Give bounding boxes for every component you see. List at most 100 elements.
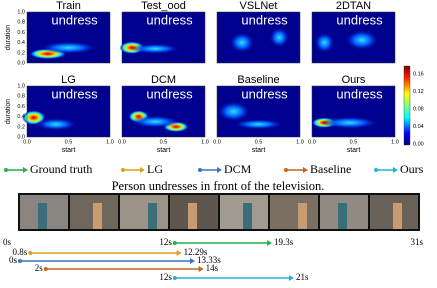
panel-title: VSLNet xyxy=(240,0,278,12)
segment-start-label: 2s xyxy=(35,263,44,273)
x-tick-label: 0.5 xyxy=(65,139,73,145)
y-tick-label: 1.0 xyxy=(17,83,25,89)
segment-start xyxy=(28,251,33,255)
overlay-label: undress xyxy=(51,86,98,101)
x-tick-label: 0.5 xyxy=(350,139,358,145)
overlay-label: undress xyxy=(146,12,193,27)
legend-label: Ground truth xyxy=(30,162,92,176)
segment-end-label: 12.29s xyxy=(184,247,208,257)
colorbar-tick-label: 0.12 xyxy=(413,89,424,95)
legend-label: Ours xyxy=(400,162,424,176)
panel-title: 2DTAN xyxy=(336,0,371,12)
legend-arrow xyxy=(393,167,398,173)
legend-arrow xyxy=(23,167,28,173)
heat-blob xyxy=(345,29,379,51)
x-axis-label: start xyxy=(157,147,171,154)
heatmap-frame xyxy=(26,85,111,138)
x-tick-label: 0.0 xyxy=(308,139,316,145)
heatmap-frame xyxy=(26,11,111,64)
y-axis-label: duration xyxy=(5,99,12,124)
legend-arrow xyxy=(140,167,145,173)
heatmap-frame xyxy=(121,11,206,64)
segment-start-label: 12s xyxy=(159,272,172,282)
panel-title: DCM xyxy=(151,74,176,86)
x-tick-label: 1.0 xyxy=(106,139,114,145)
segment-end-label: 19.3s xyxy=(274,237,294,247)
segment-end-label: 14s xyxy=(206,263,219,273)
y-tick-label: 0.2 xyxy=(17,124,25,130)
panel-title: Baseline xyxy=(237,74,279,86)
frame-figure xyxy=(393,203,402,229)
legend-label: LG xyxy=(147,162,163,176)
timeline-start: 0s xyxy=(3,237,12,247)
panel-title: LG xyxy=(61,74,76,86)
heat-blob xyxy=(314,32,335,53)
video-frame xyxy=(120,195,168,229)
segment-arrow xyxy=(190,258,195,264)
heatmap-frame xyxy=(311,11,396,64)
y-tick-label: 0.0 xyxy=(17,134,25,140)
x-tick-label: 1.0 xyxy=(201,139,209,145)
legend-arrow xyxy=(217,167,222,173)
frame-figure xyxy=(188,203,197,229)
overlay-label: undress xyxy=(241,86,288,101)
segment-arrow xyxy=(176,250,182,256)
overlay-label: undress xyxy=(241,12,288,27)
colorbar xyxy=(403,65,411,146)
y-tick-label: 0.6 xyxy=(17,30,25,36)
segment-end-label: 21s xyxy=(296,272,309,282)
heat-blob xyxy=(130,43,181,54)
heat-blob xyxy=(229,32,255,53)
frame-figure xyxy=(148,203,157,229)
x-tick-label: 0.5 xyxy=(160,139,168,145)
timeline-end: 31s xyxy=(410,237,423,247)
frame-figure xyxy=(93,203,102,229)
y-tick-label: 0.4 xyxy=(17,40,25,46)
x-axis-label: start xyxy=(347,147,361,154)
y-tick-label: 0.0 xyxy=(17,60,25,66)
panel-title: Train xyxy=(56,0,81,12)
panel-title: Test_ood xyxy=(141,0,186,12)
heatmap-frame xyxy=(216,11,301,64)
frame-figure xyxy=(338,203,347,229)
x-tick-label: 1.0 xyxy=(391,139,399,145)
heat-blob xyxy=(39,41,98,54)
frame-figure xyxy=(38,203,47,229)
heat-blob xyxy=(217,101,251,122)
heatmap xyxy=(122,12,205,63)
y-axis-label: duration xyxy=(5,25,12,50)
panel-title: Ours xyxy=(342,74,366,86)
x-tick-label: 0.0 xyxy=(118,139,126,145)
segment-end-label: 13.33s xyxy=(197,255,221,265)
segment-start-label: 0.8s xyxy=(13,247,28,257)
segment-arrow xyxy=(267,240,273,246)
heatmap-frame xyxy=(216,85,301,138)
overlay-label: undress xyxy=(146,86,193,101)
heat-blob xyxy=(269,27,290,48)
colorbar-tick-label: 0.04 xyxy=(413,124,424,130)
segment-start-label: 0s xyxy=(9,255,18,265)
y-tick-label: 0.8 xyxy=(17,20,25,26)
segment-arrow xyxy=(198,266,204,272)
segment-arrow xyxy=(288,275,294,281)
y-tick-label: 0.4 xyxy=(17,114,25,120)
heat-blob xyxy=(35,118,77,131)
overlay-label: undress xyxy=(336,12,383,27)
heat-blob xyxy=(233,119,284,130)
x-tick-label: 0.5 xyxy=(255,139,263,145)
colorbar-tick-label: 0.00 xyxy=(413,141,424,147)
overlay-label: undress xyxy=(51,12,98,27)
frame-figure xyxy=(298,203,307,229)
y-tick-label: 1.0 xyxy=(17,9,25,15)
heatmap-frame xyxy=(311,85,396,138)
colorbar-tick-label: 0.08 xyxy=(413,106,424,112)
video-frame xyxy=(270,195,318,229)
x-axis-label: start xyxy=(62,147,76,154)
colorbar-tick-label: 0.16 xyxy=(413,71,424,77)
heat-blob xyxy=(130,115,181,128)
y-tick-label: 0.2 xyxy=(17,50,25,56)
x-tick-label: 0.0 xyxy=(213,139,221,145)
heatmap-frame xyxy=(121,85,206,138)
legend-arrow xyxy=(303,167,308,173)
